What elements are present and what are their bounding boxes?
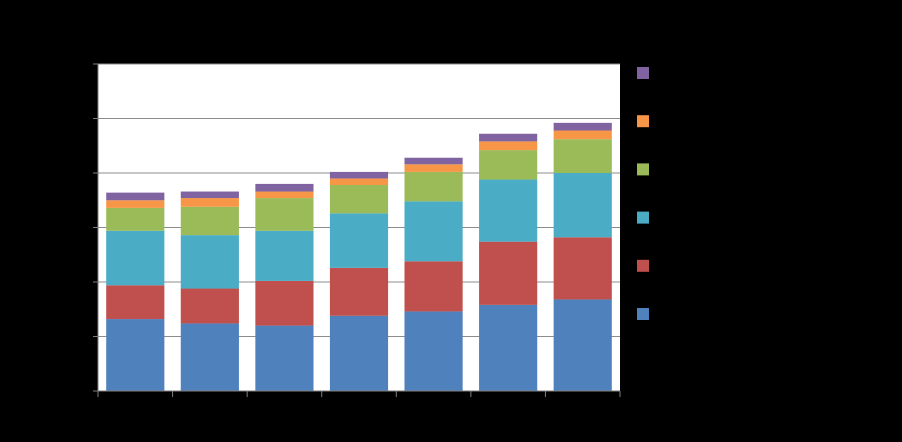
bar-segment-series-3-cat-2 [255, 198, 314, 231]
bar-segment-series-2-cat-0 [106, 230, 165, 286]
bar-segment-series-5-cat-2 [255, 183, 314, 192]
y-tick-label-2: 100 [69, 275, 89, 289]
bar-segment-series-5-cat-4 [404, 157, 463, 165]
bar-segment-series-4-cat-1 [180, 198, 239, 207]
bar-segment-series-0-cat-5 [479, 304, 538, 391]
legend-swatch-series-0 [637, 308, 649, 320]
axes: 0 50 100 150 200 250 300 [69, 57, 621, 398]
y-tick-label-0: 0 [82, 384, 89, 398]
bar-segment-series-3-cat-3 [329, 184, 389, 214]
bar-segment-series-5-cat-5 [479, 133, 538, 142]
bar-segment-series-4-cat-0 [106, 200, 165, 208]
bar-segment-series-1-cat-4 [404, 261, 463, 312]
bar-segment-series-3-cat-6 [553, 139, 612, 173]
bar-segment-series-0-cat-4 [404, 311, 463, 391]
y-tick-label-6: 300 [69, 57, 89, 71]
bar-segment-series-5-cat-3 [329, 171, 389, 179]
bar-segment-series-1-cat-5 [479, 241, 538, 305]
bar-segment-series-0-cat-0 [106, 319, 165, 391]
bar-segment-series-5-cat-1 [180, 191, 239, 199]
bar-segment-series-2-cat-1 [180, 235, 239, 289]
legend-swatch-series-5 [637, 67, 649, 79]
bar-segment-series-4-cat-4 [404, 164, 463, 172]
bar-segment-series-0-cat-1 [180, 323, 239, 391]
bar-segment-series-1-cat-6 [553, 237, 612, 300]
bar-segment-series-3-cat-4 [404, 171, 463, 202]
bar-segment-series-4-cat-6 [553, 130, 612, 140]
bar-segment-series-4-cat-2 [255, 191, 314, 199]
y-tick-label-1: 50 [76, 330, 90, 344]
bar-segment-series-1-cat-3 [329, 267, 389, 316]
bar-segment-series-1-cat-1 [180, 288, 239, 324]
bar-segment-series-1-cat-0 [106, 285, 165, 320]
y-tick-label-4: 200 [69, 166, 89, 180]
bar-segment-series-0-cat-3 [329, 315, 389, 391]
bar-segment-series-4-cat-5 [479, 141, 538, 151]
bar-segment-series-4-cat-3 [329, 178, 389, 185]
bar-segment-series-1-cat-2 [255, 280, 314, 326]
bar-segment-series-2-cat-2 [255, 230, 314, 281]
y-tick-label-3: 150 [69, 221, 89, 235]
bar-segment-series-3-cat-5 [479, 150, 538, 180]
legend-swatch-series-3 [637, 163, 649, 176]
bar-segment-series-2-cat-4 [404, 201, 463, 262]
bar-segment-series-2-cat-6 [553, 173, 612, 238]
legend-swatch-series-1 [637, 259, 649, 272]
bar-segment-series-5-cat-0 [106, 192, 165, 201]
bar-segment-series-2-cat-5 [479, 179, 538, 242]
y-tick-label-5: 250 [69, 112, 89, 126]
bar-segment-series-0-cat-2 [255, 325, 314, 391]
legend-swatch-series-2 [637, 211, 649, 224]
bar-segment-series-0-cat-6 [553, 299, 612, 391]
bar-segment-series-3-cat-1 [180, 206, 239, 236]
legend [637, 67, 649, 320]
bar-segment-series-3-cat-0 [106, 207, 165, 231]
bar-segment-series-5-cat-6 [553, 122, 612, 131]
bar-segment-series-2-cat-3 [329, 213, 389, 268]
bars [106, 122, 612, 391]
legend-swatch-series-4 [637, 115, 649, 128]
